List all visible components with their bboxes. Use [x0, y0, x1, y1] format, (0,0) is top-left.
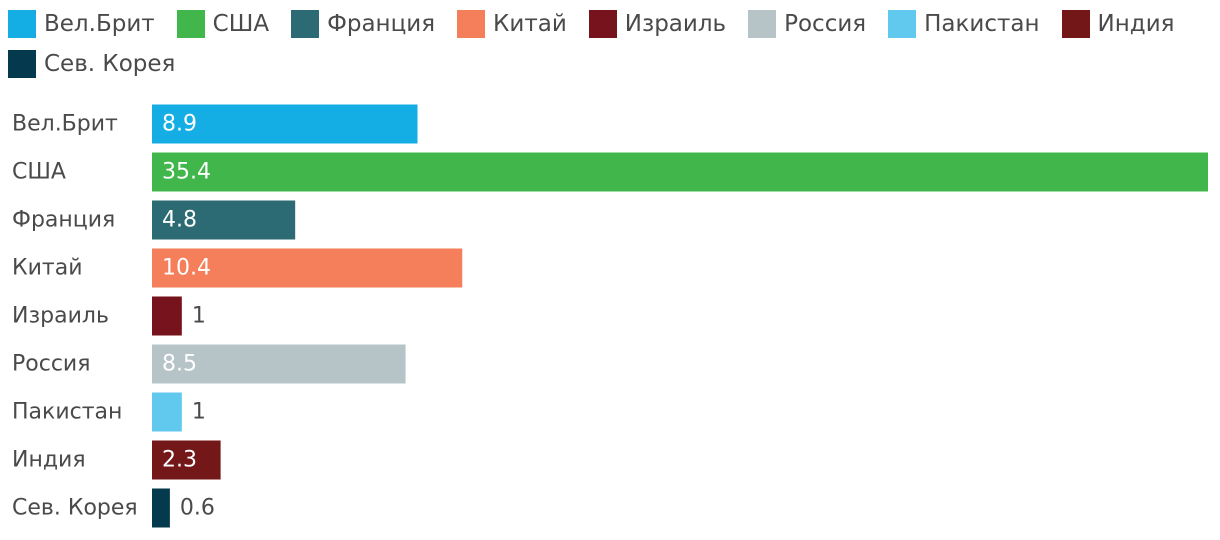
category-label: Вел.Брит [12, 112, 118, 137]
legend-item[interactable]: Франция [291, 10, 435, 38]
bar-value-label: 0.6 [180, 496, 215, 521]
legend-swatch [8, 50, 36, 78]
category-label: Сев. Корея [12, 496, 138, 521]
bar[interactable] [152, 152, 1208, 192]
legend-item[interactable]: Вел.Брит [8, 10, 155, 38]
bar[interactable] [152, 392, 182, 432]
category-label: США [12, 160, 66, 185]
category-label: Индия [12, 448, 86, 473]
bar-value-label: 35.4 [162, 160, 211, 185]
legend-label: Сев. Корея [44, 51, 176, 77]
chart-legend: Вел.Брит США Франция Китай Израиль Россия Паки… [8, 10, 1212, 78]
legend-label: Пакистан [924, 11, 1040, 37]
category-label: Китай [12, 256, 83, 281]
legend-swatch [1061, 10, 1090, 38]
bar[interactable] [152, 104, 418, 144]
legend-item[interactable]: Китай [457, 10, 567, 38]
category-label: Франция [12, 208, 115, 233]
category-label: Израиль [12, 304, 109, 329]
legend-label: Вел.Брит [44, 11, 155, 37]
legend-item[interactable]: США [176, 10, 270, 38]
bar[interactable] [152, 296, 182, 336]
legend-label: Россия [784, 11, 867, 37]
bar-value-label: 2.3 [162, 448, 197, 473]
bar-value-label: 8.5 [162, 352, 197, 377]
bar[interactable] [152, 440, 221, 480]
bar[interactable] [152, 344, 406, 384]
legend-swatch [457, 10, 486, 38]
legend-swatch [588, 10, 617, 38]
bar[interactable] [152, 488, 170, 528]
bar-value-label: 10.4 [162, 256, 211, 281]
bar[interactable] [152, 200, 296, 240]
legend-item[interactable]: Индия [1061, 10, 1175, 38]
category-label: Пакистан [12, 400, 122, 425]
legend-label: Китай [493, 11, 567, 37]
legend-item[interactable]: Пакистан [888, 10, 1040, 38]
legend-label: Франция [327, 11, 436, 37]
bar[interactable] [152, 248, 463, 288]
bar-value-label: 1 [192, 304, 206, 329]
legend-label: США [212, 11, 270, 37]
bar-value-label: 4.8 [162, 208, 197, 233]
legend-label: Израиль [624, 11, 727, 37]
legend-swatch [888, 10, 917, 38]
legend-item[interactable]: Израиль [588, 10, 727, 38]
category-label: Россия [12, 352, 90, 377]
bar-value-label: 1 [192, 400, 206, 425]
legend-label: Индия [1097, 11, 1175, 37]
bar-value-label: 8.9 [162, 112, 197, 137]
legend-item[interactable]: Россия [748, 10, 866, 38]
legend-swatch [748, 10, 777, 38]
legend-item[interactable]: Сев. Корея [8, 50, 175, 78]
legend-swatch [176, 10, 205, 38]
legend-swatch [291, 10, 320, 38]
legend-swatch [8, 10, 36, 38]
